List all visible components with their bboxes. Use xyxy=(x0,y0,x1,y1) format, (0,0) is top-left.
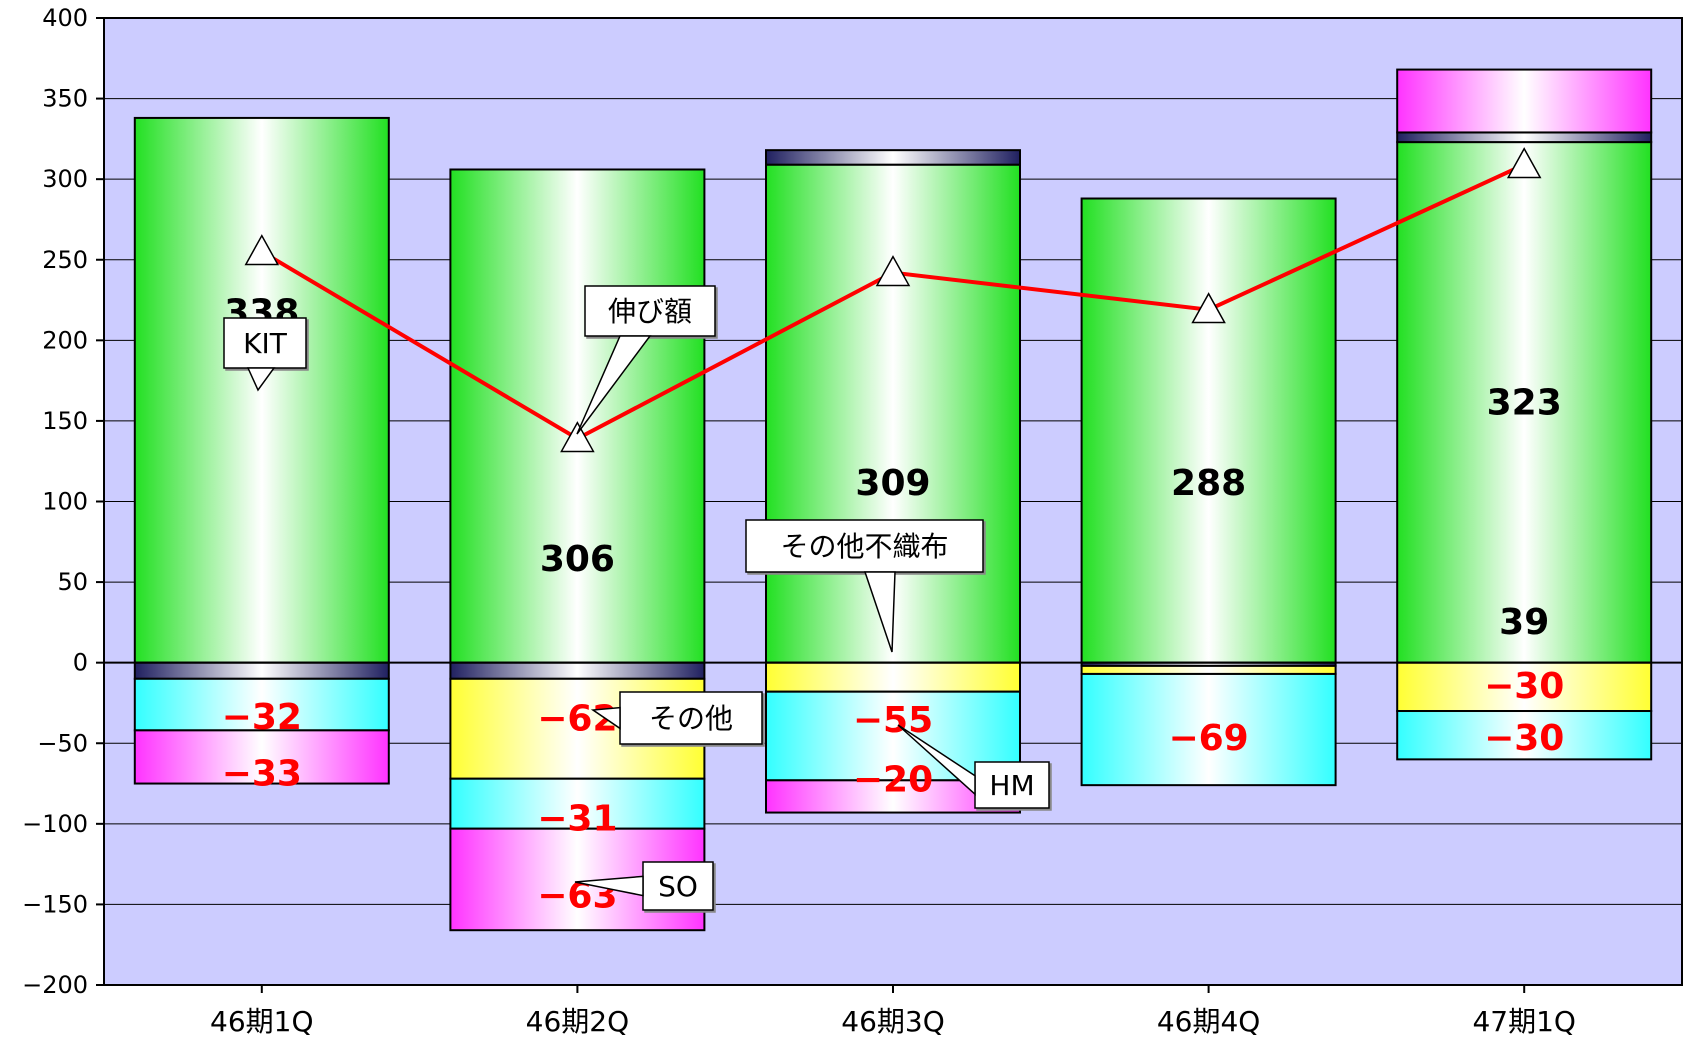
data-label: 39 xyxy=(1499,602,1549,643)
x-tick-label: 46期4Q xyxy=(1157,1005,1260,1038)
x-tick-label: 46期2Q xyxy=(526,1005,629,1038)
callout-label: SO xyxy=(658,870,698,903)
bar-segments xyxy=(133,68,1653,932)
y-tick-label: 0 xyxy=(73,649,88,677)
x-tick-label: 46期1Q xyxy=(210,1005,313,1038)
y-tick-label: 150 xyxy=(42,407,88,435)
callout-2: その他不織布 xyxy=(745,519,984,653)
data-label: 306 xyxy=(540,539,615,580)
x-tick-label: 46期3Q xyxy=(841,1005,944,1038)
callout-5: SO xyxy=(574,861,714,911)
callout-pointer xyxy=(574,875,644,897)
callout-label: KIT xyxy=(243,327,288,360)
bar-segment xyxy=(1396,131,1653,144)
bar-segment xyxy=(449,777,706,830)
y-tick-label: −150 xyxy=(22,890,88,918)
callout-3: その他 xyxy=(590,691,763,745)
callout-cover xyxy=(225,319,305,367)
growth-marker xyxy=(1191,292,1226,324)
data-label: −30 xyxy=(1484,718,1564,759)
bar-segment xyxy=(765,661,1021,693)
callout-label: 伸び額 xyxy=(608,295,692,328)
data-label: −69 xyxy=(1168,718,1248,759)
callout-cover xyxy=(747,521,982,571)
bar-segment xyxy=(1396,661,1653,713)
bar-segment xyxy=(1396,141,1653,664)
bar-segment xyxy=(765,149,1021,166)
bar-segment xyxy=(133,677,390,732)
callout-0: KIT xyxy=(223,317,307,392)
data-label: −31 xyxy=(537,798,617,839)
y-tick-label: 300 xyxy=(42,165,88,193)
bar-segment xyxy=(133,116,390,664)
callout-cover xyxy=(621,693,761,743)
callout-label: その他 xyxy=(649,702,733,735)
callout-label: HM xyxy=(989,769,1034,802)
y-tick-label: 50 xyxy=(57,568,88,596)
data-label: 309 xyxy=(855,463,930,504)
growth-line xyxy=(244,147,1542,453)
data-label: −62 xyxy=(537,698,617,739)
data-label: −20 xyxy=(853,760,933,801)
callout-pointer xyxy=(590,706,621,730)
y-tick-label: 200 xyxy=(42,326,88,354)
data-label: 288 xyxy=(1171,463,1246,504)
y-tick-label: 250 xyxy=(42,246,88,274)
growth-marker xyxy=(1506,147,1542,179)
callout-pointer xyxy=(863,571,896,653)
bar-segment xyxy=(1080,672,1337,787)
growth-marker xyxy=(244,234,280,266)
bar-segment xyxy=(449,661,706,680)
bar-segment xyxy=(1080,664,1337,675)
bar-segment xyxy=(133,729,390,785)
data-label: −32 xyxy=(222,697,302,738)
callout-pointer xyxy=(576,335,652,435)
callout-cover xyxy=(586,287,714,335)
data-label: 323 xyxy=(1487,383,1562,424)
bar-segment xyxy=(1080,197,1337,664)
y-tick-label: 400 xyxy=(42,4,88,32)
callout-cover xyxy=(644,863,712,909)
growth-marker xyxy=(560,421,595,453)
bar-segment xyxy=(1396,68,1653,134)
callout-label: その他不織布 xyxy=(780,530,948,563)
y-tick-label: 350 xyxy=(42,85,88,113)
data-label: −30 xyxy=(1484,666,1564,707)
callout-4: HM xyxy=(897,724,1050,809)
callout-cover xyxy=(976,763,1048,807)
axes: 400 350 300 250 200 150 100 50 0 −50 −100 −150 −200 4… xyxy=(22,4,1576,1038)
y-tick-label: −100 xyxy=(22,810,88,838)
data-label: −55 xyxy=(853,700,933,741)
bar-segment xyxy=(449,168,706,664)
data-label: −33 xyxy=(222,753,302,794)
callout-pointer xyxy=(897,724,976,796)
y-tick-label: 100 xyxy=(42,488,88,516)
callout-pointer xyxy=(246,367,276,392)
x-tick-label: 47期1Q xyxy=(1472,1005,1575,1038)
y-tick-label: −50 xyxy=(37,729,88,757)
growth-marker xyxy=(875,255,911,287)
y-tick-label: −200 xyxy=(22,971,88,999)
callout-1: 伸び額 xyxy=(576,285,716,435)
bar-segment xyxy=(1396,710,1653,761)
bar-segment xyxy=(133,661,390,680)
